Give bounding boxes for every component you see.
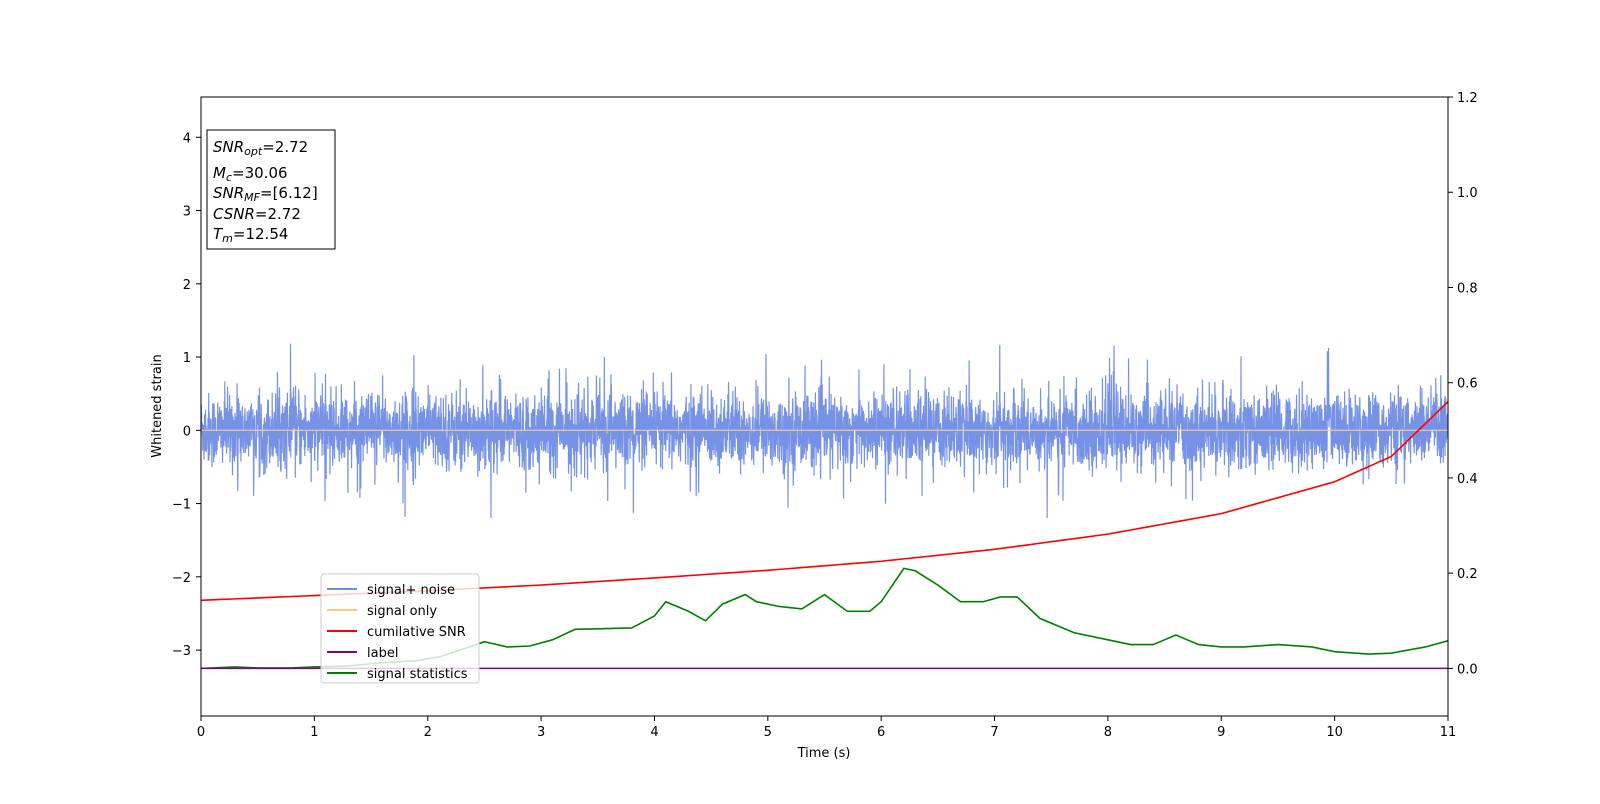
x-axis: 0 1 2 3 4 5 6 7 8 9 10 11 bbox=[197, 716, 1456, 740]
y-left-tick-label: 3 bbox=[183, 205, 191, 220]
y-right-tick-label: 1.2 bbox=[1457, 91, 1478, 106]
legend-label: cumilative SNR bbox=[367, 625, 466, 640]
info-box: SNRopt=2.72Mc=30.06SNRMF=[6.12]CSNR=2.72… bbox=[206, 129, 336, 250]
y-axis-label: Whitened strain bbox=[150, 354, 165, 457]
x-tick-label: 2 bbox=[424, 725, 432, 740]
y-right-tick-label: 0.0 bbox=[1457, 662, 1478, 677]
info-value: =2.72 bbox=[262, 138, 308, 156]
y-right-tick-label: 0.6 bbox=[1457, 377, 1478, 392]
x-tick-label: 10 bbox=[1326, 725, 1343, 740]
y-left-tick-label: 4 bbox=[183, 131, 191, 146]
series-signal-noise-line bbox=[201, 343, 1448, 519]
info-line: CSNR=2.72 bbox=[213, 205, 301, 223]
info-subscript: MF bbox=[244, 191, 260, 204]
info-symbol: M bbox=[213, 164, 226, 182]
plot-frame bbox=[200, 96, 1449, 717]
info-line: SNRMF=[6.12] bbox=[213, 184, 318, 204]
y-right-tick-label: 1.0 bbox=[1457, 186, 1478, 201]
info-line: SNRopt=2.72 bbox=[213, 138, 308, 158]
y-right-tick-label: 0.4 bbox=[1457, 472, 1478, 487]
x-tick-label: 4 bbox=[650, 725, 658, 740]
info-subscript: c bbox=[226, 171, 232, 184]
info-symbol: SNR bbox=[213, 138, 244, 156]
x-tick-label: 0 bbox=[197, 725, 205, 740]
y-axis-left: −3 −2 −1 0 1 2 3 4 bbox=[172, 131, 201, 659]
info-symbol: T bbox=[213, 225, 224, 243]
legend-label: label bbox=[367, 646, 398, 661]
info-symbol: SNR bbox=[213, 184, 244, 202]
info-line: Mc=30.06 bbox=[213, 164, 288, 184]
y-left-tick-label: 1 bbox=[183, 351, 191, 366]
info-value: =12.54 bbox=[233, 225, 289, 243]
legend-label: signal+ noise bbox=[367, 583, 455, 598]
info-symbol: CSNR bbox=[213, 205, 255, 223]
legend-label: signal statistics bbox=[367, 667, 468, 682]
x-tick-label: 1 bbox=[310, 725, 318, 740]
info-box-frame bbox=[206, 129, 336, 250]
info-value: =30.06 bbox=[232, 164, 288, 182]
y-left-tick-label: −1 bbox=[172, 498, 191, 513]
x-tick-label: 8 bbox=[1104, 725, 1112, 740]
x-axis-label: Time (s) bbox=[797, 746, 851, 761]
legend-label: signal only bbox=[367, 604, 437, 619]
info-line: Tm=12.54 bbox=[213, 225, 288, 245]
x-tick-label: 3 bbox=[537, 725, 545, 740]
y-left-tick-label: 2 bbox=[183, 278, 191, 293]
x-tick-label: 6 bbox=[877, 725, 885, 740]
y-axis-right: 0.0 0.2 0.4 0.6 0.8 1.0 1.2 bbox=[1448, 91, 1478, 677]
x-tick-label: 7 bbox=[990, 725, 998, 740]
info-subscript: m bbox=[222, 232, 233, 245]
x-tick-label: 5 bbox=[764, 725, 772, 740]
y-left-tick-label: 0 bbox=[183, 424, 191, 439]
info-value: =2.72 bbox=[255, 205, 301, 223]
y-left-tick-label: −3 bbox=[172, 644, 191, 659]
y-right-tick-label: 0.2 bbox=[1457, 567, 1478, 582]
legend: signal+ noise signal only cumilative SNR la… bbox=[320, 573, 480, 684]
info-value: =[6.12] bbox=[260, 184, 318, 202]
info-subscript: opt bbox=[244, 145, 263, 158]
x-tick-label: 11 bbox=[1440, 725, 1457, 740]
legend-frame bbox=[320, 573, 480, 684]
y-right-tick-label: 0.8 bbox=[1457, 281, 1478, 296]
y-left-tick-label: −2 bbox=[172, 571, 191, 586]
x-tick-label: 9 bbox=[1217, 725, 1225, 740]
